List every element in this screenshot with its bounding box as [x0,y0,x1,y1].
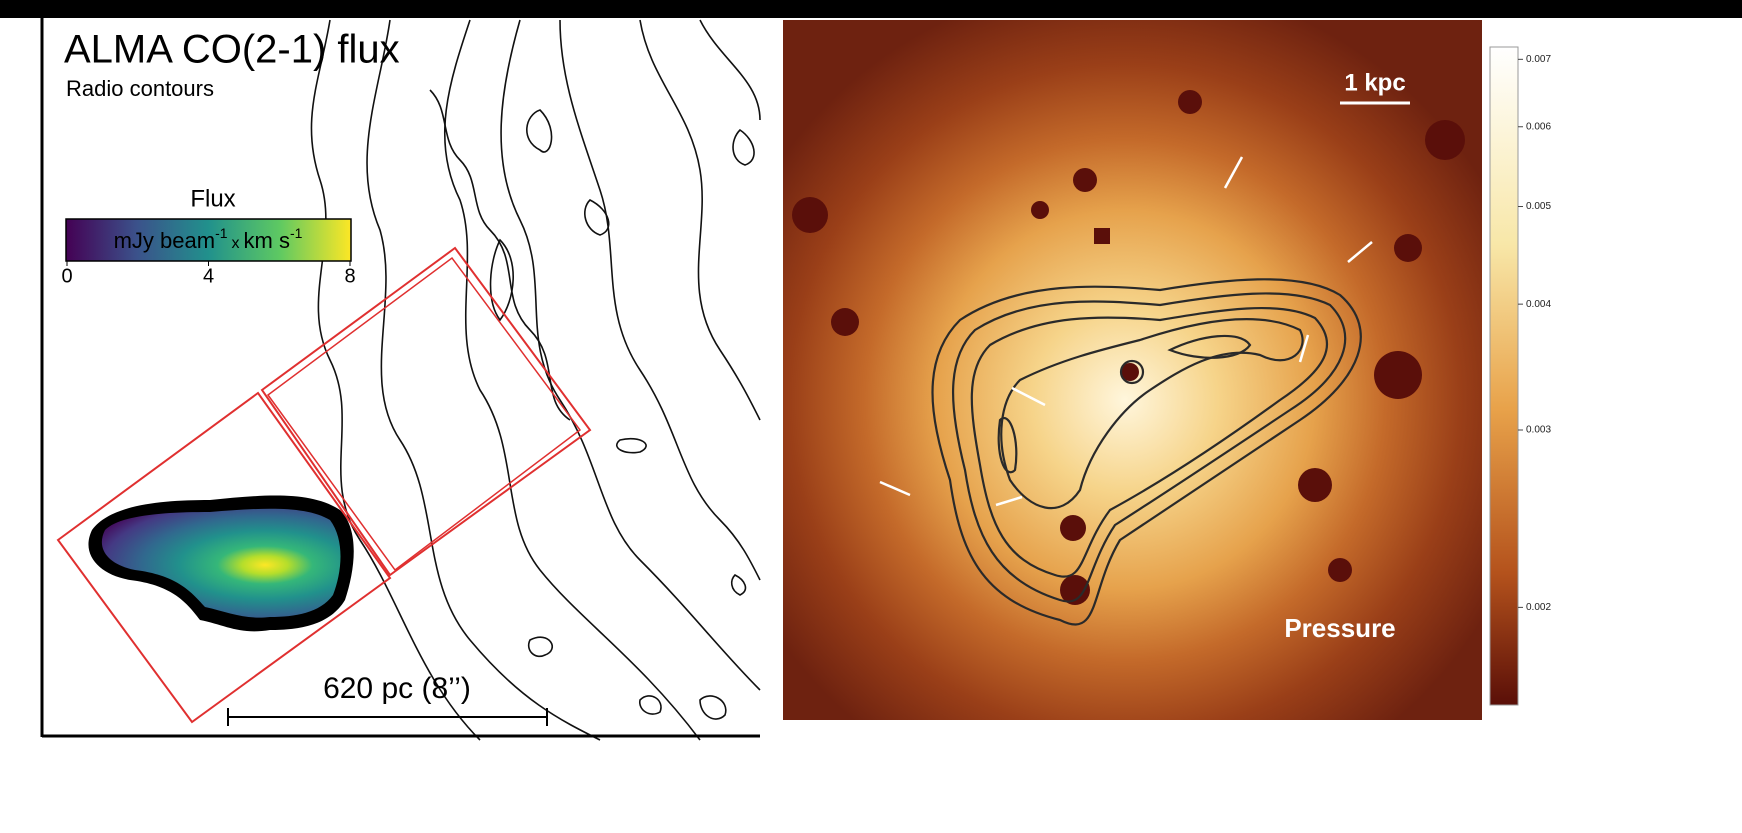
co-flux-map [102,509,341,618]
panel-subtitle: Radio contours [66,76,214,101]
top-border [0,0,1742,18]
left-panel: ALMA CO(2-1) flux Radio contours Flux mJ… [42,18,760,740]
colorbar-tick-label: 0.004 [1526,299,1551,310]
colorbar-tick-label: 0.007 [1526,54,1551,65]
right-panel: 1 kpc Pressure [783,20,1518,720]
unit-part: -1 [290,225,303,241]
unit-part: -1 [215,225,228,241]
radio-contours [311,20,760,740]
unit-part: mJy beam [114,228,215,253]
pressure-colorbar [1490,47,1518,705]
colorbar-title: Flux [190,185,235,212]
scale-bar [228,708,547,726]
colorbar-tick-label: 0.005 [1526,201,1551,212]
figure: ALMA CO(2-1) flux Radio contours Flux mJ… [0,0,1742,833]
unit-part: km s [244,228,290,253]
colorbar-tick-label: 0.006 [1526,121,1551,132]
colorbar-tick-label: 4 [203,265,214,287]
unit-part: x [232,235,240,252]
pressure-label: Pressure [1284,613,1395,643]
colorbar-tick-label: 0 [61,265,72,287]
colorbar-tick-label: 8 [344,265,355,287]
panel-title: ALMA CO(2-1) flux [64,28,400,72]
kpc-label: 1 kpc [1344,69,1405,96]
colorbar-tick-label: 0.002 [1526,602,1551,613]
scale-bar-label: 620 pc (8’’) [323,672,471,705]
colorbar-tick-label: 0.003 [1526,425,1551,436]
